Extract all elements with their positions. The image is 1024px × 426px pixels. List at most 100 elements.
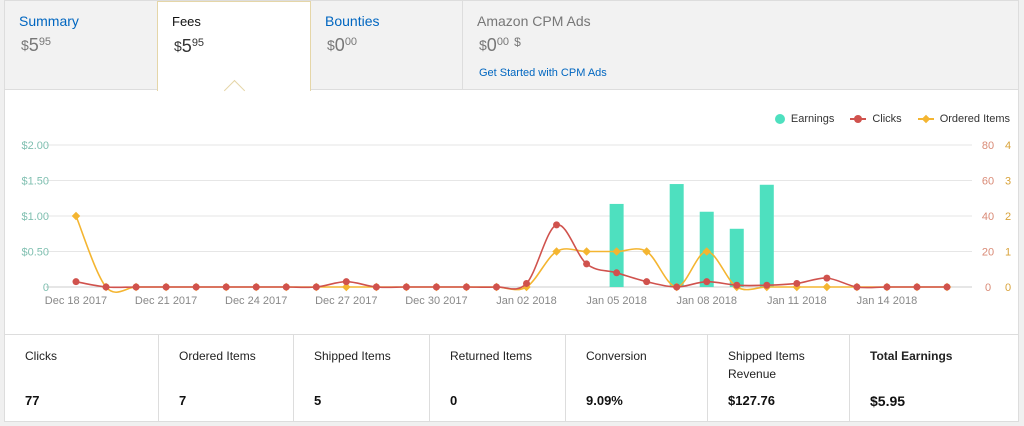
x-tick-label: Jan 05 2018 <box>586 295 647 307</box>
stat-total-earnings: Total Earnings $5.95 <box>850 335 1018 422</box>
y-left-tick-label: $0.50 <box>21 247 49 259</box>
stat-returned-items: Returned Items 0 <box>430 335 566 422</box>
x-tick-label: Dec 21 2017 <box>135 295 197 307</box>
clicks-point <box>462 283 470 291</box>
value-whole: 5 <box>28 35 39 55</box>
clicks-point <box>733 281 741 289</box>
legend-earnings[interactable]: Earnings <box>774 113 835 125</box>
stat-label: Total Earnings <box>870 349 953 363</box>
stat-shipped-items: Shipped Items 5 <box>294 335 430 422</box>
y-clicks-tick-label: 40 <box>982 211 994 223</box>
value-decimal: 00 <box>344 36 358 48</box>
y-clicks-tick-label: 20 <box>982 247 994 259</box>
tab-summary[interactable]: Summary $595 <box>5 1 157 89</box>
tab-amazon-cpm-ads: Amazon CPM Ads $000 $ Get Started with C… <box>463 1 1018 89</box>
clicks-point <box>943 283 951 291</box>
earnings-chart: Earnings Clicks Ordered Items $2.00 80 4 $1… <box>5 89 1018 334</box>
currency-symbol: $ <box>174 38 182 54</box>
clicks-point <box>492 283 500 291</box>
tab-bounties-value: $000 <box>327 35 357 56</box>
clicks-point <box>312 283 320 291</box>
legend-ordered-label: Ordered Items <box>939 113 1010 125</box>
clicks-point <box>192 283 200 291</box>
clicks-point <box>703 278 711 286</box>
clicks-point <box>673 283 681 291</box>
chart-legend: Earnings Clicks Ordered Items <box>774 113 1010 125</box>
y-clicks-tick-label: 0 <box>985 282 991 294</box>
clicks-point <box>643 278 651 286</box>
stat-clicks: Clicks 77 <box>5 335 159 422</box>
x-tick-label: Dec 30 2017 <box>405 295 467 307</box>
tab-cpm-value: $000 $ <box>479 35 521 56</box>
currency-symbol: $ <box>479 37 487 53</box>
currency-suffix: $ <box>514 35 521 49</box>
x-tick-label: Jan 14 2018 <box>857 295 918 307</box>
y-left-tick-label: $1.50 <box>21 176 49 188</box>
y-clicks-tick-label: 80 <box>982 140 994 152</box>
ordered-items-line <box>75 215 947 293</box>
y-ordered-tick-label: 0 <box>1005 282 1011 294</box>
clicks-point <box>102 283 110 291</box>
earnings-bar <box>609 203 624 287</box>
clicks-point <box>583 260 591 268</box>
clicks-point <box>132 283 140 291</box>
get-started-cpm-link[interactable]: Get Started with CPM Ads <box>479 67 607 79</box>
value-decimal: 00 <box>496 36 510 48</box>
stat-label: Ordered Items <box>179 349 256 363</box>
tab-summary-value: $595 <box>21 35 51 56</box>
stat-shipped-revenue: Shipped Items Revenue $127.76 <box>708 335 850 422</box>
clicks-point <box>402 283 410 291</box>
stat-value: $5.95 <box>870 393 906 409</box>
legend-clicks[interactable]: Clicks <box>850 113 902 125</box>
x-tick-label: Dec 27 2017 <box>315 295 377 307</box>
tab-bounties-label: Bounties <box>325 13 380 29</box>
ordered-items-point <box>582 247 591 256</box>
clicks-point <box>222 283 230 291</box>
x-tick-label: Jan 08 2018 <box>676 295 737 307</box>
earnings-bar <box>729 228 744 287</box>
stats-row: Clicks 77 Ordered Items 7 Shipped Items … <box>5 334 1018 422</box>
legend-earnings-label: Earnings <box>790 113 835 125</box>
legend-ordered-items[interactable]: Ordered Items <box>917 113 1010 125</box>
x-tick-label: Jan 11 2018 <box>767 295 827 307</box>
stat-value: $127.76 <box>728 393 775 408</box>
clicks-point <box>282 283 290 291</box>
tab-bounties[interactable]: Bounties $000 <box>311 1 463 89</box>
value-decimal: 95 <box>191 37 205 49</box>
clicks-point <box>823 274 831 282</box>
stat-label: Returned Items <box>450 349 533 363</box>
stat-conversion: Conversion 9.09% <box>566 335 708 422</box>
y-ordered-tick-label: 2 <box>1005 211 1011 223</box>
x-tick-label: Jan 02 2018 <box>496 295 557 307</box>
y-left-tick-label: $2.00 <box>21 140 49 152</box>
value-whole: 0 <box>334 35 345 55</box>
clicks-point <box>613 269 621 277</box>
tab-fees-label: Fees <box>172 14 201 29</box>
ordered-items-point <box>71 211 81 221</box>
clicks-point <box>372 283 380 291</box>
clicks-point <box>72 278 80 286</box>
value-whole: 5 <box>181 36 192 56</box>
y-left-tick-label: 0 <box>43 282 49 294</box>
clicks-point <box>883 283 891 291</box>
clicks-point <box>342 278 350 286</box>
earnings-legend-marker <box>774 114 785 124</box>
ordered-items-point <box>822 282 832 292</box>
x-tick-label: Dec 24 2017 <box>225 295 287 307</box>
stat-value: 77 <box>25 393 40 408</box>
clicks-point <box>763 281 771 289</box>
clicks-line <box>75 224 947 290</box>
stat-label: Shipped Items Revenue <box>728 349 805 381</box>
stat-value: 7 <box>179 393 187 408</box>
y-clicks-tick-label: 60 <box>982 176 994 188</box>
stat-value: 9.09% <box>586 393 623 408</box>
clicks-point <box>913 283 921 291</box>
clicks-point <box>252 283 260 291</box>
y-left-tick-label: $1.00 <box>21 211 49 223</box>
report-tabs: Summary $595 Fees $595 Bounties $000 Ama… <box>5 1 1018 102</box>
tab-fees[interactable]: Fees $595 <box>157 1 311 91</box>
y-ordered-tick-label: 4 <box>1005 140 1011 152</box>
earnings-bar <box>759 184 774 287</box>
stat-label: Clicks <box>25 349 57 363</box>
